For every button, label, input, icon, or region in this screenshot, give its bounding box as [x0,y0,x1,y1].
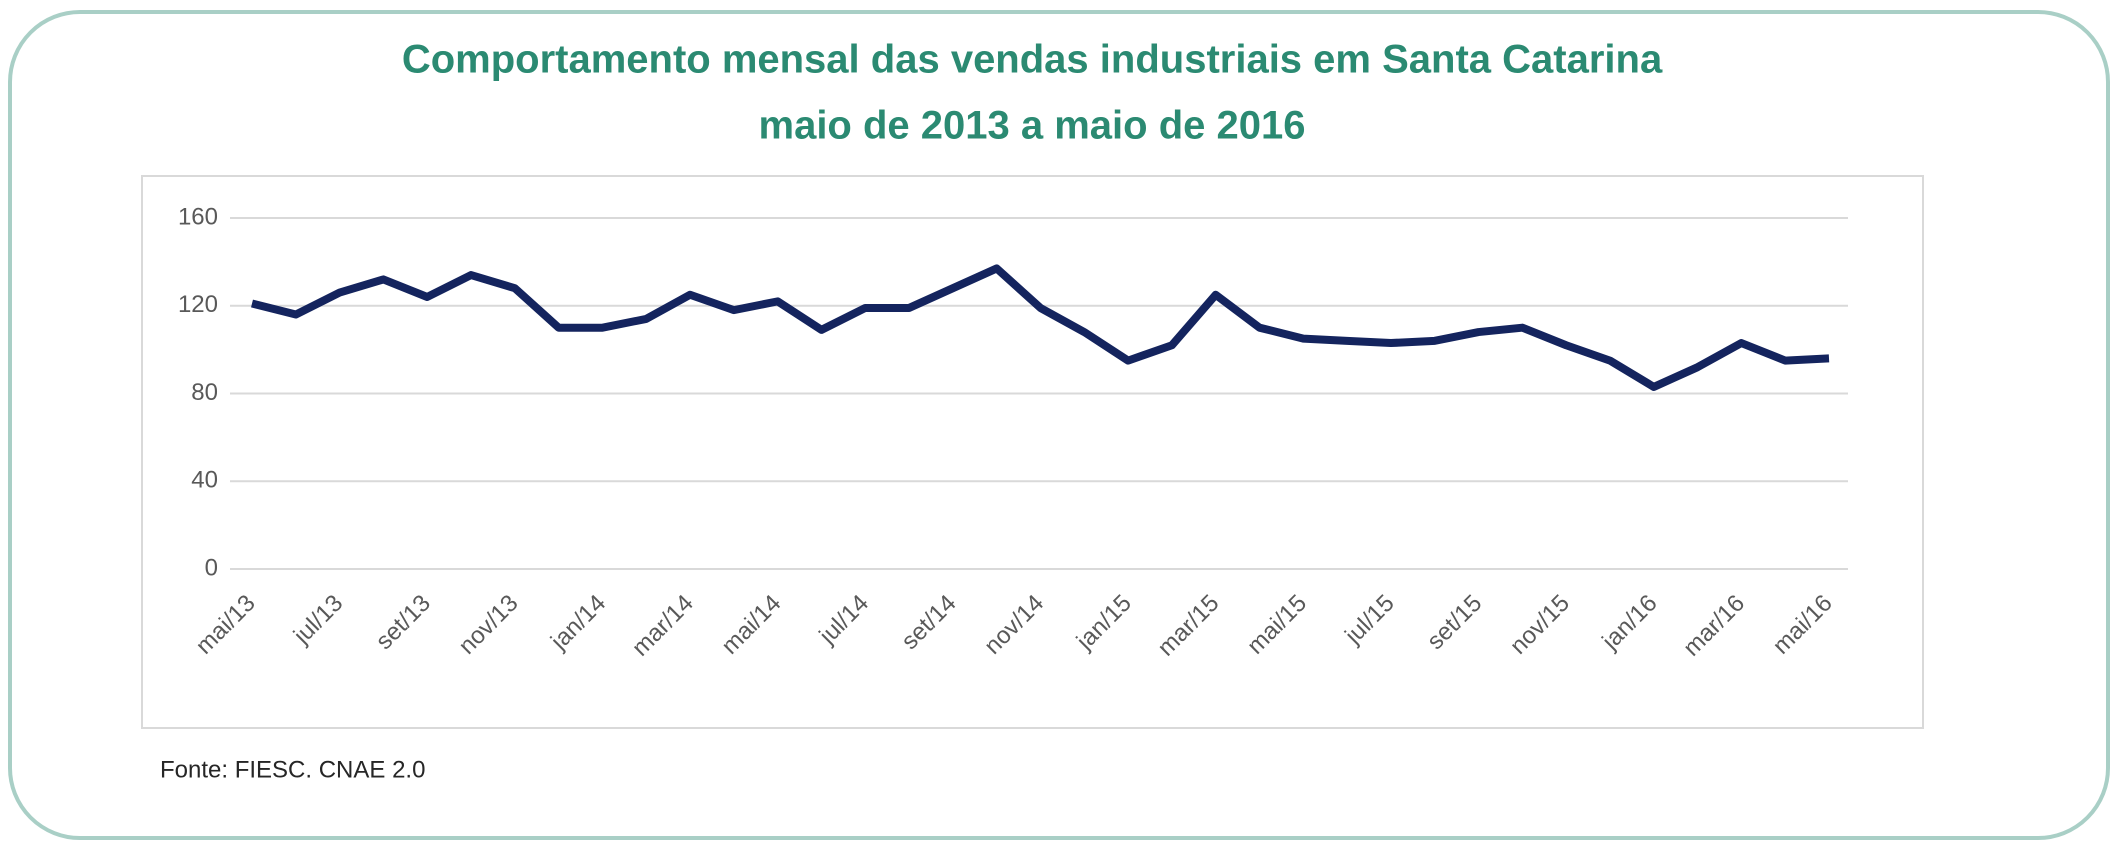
y-tick-label: 160 [178,203,218,230]
y-tick-label: 120 [178,291,218,318]
y-tick-label: 0 [205,554,218,581]
source-note: Fonte: FIESC. CNAE 2.0 [160,756,425,783]
y-tick-label: 80 [191,379,218,406]
y-tick-label: 40 [191,467,218,494]
plot-frame [141,175,1924,729]
chart-title: Comportamento mensal das vendas industri… [402,38,1663,82]
chart-subtitle: maio de 2013 a maio de 2016 [759,104,1306,148]
data-line [251,264,1830,391]
